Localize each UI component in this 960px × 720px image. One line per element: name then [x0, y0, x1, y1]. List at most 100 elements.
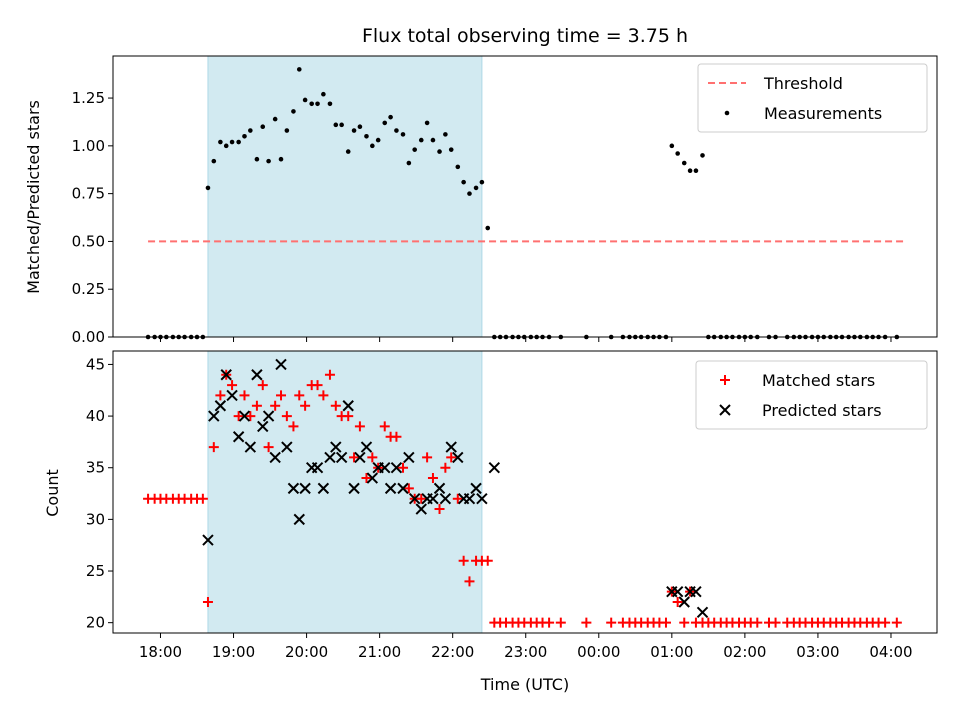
- matched-star-point: [354, 421, 365, 432]
- bottom-panel: 20 25 30 35 40 45 18:00 19:00 20:00 21:00 22:00 23:…: [43, 350, 938, 661]
- predicted-star-point: [208, 410, 220, 422]
- legend-label: Threshold: [763, 74, 843, 93]
- predicted-star-point: [348, 482, 360, 495]
- measurement-point: [309, 101, 314, 107]
- matched-star-point: [891, 617, 902, 628]
- observing-window-shade: [207, 56, 483, 337]
- matched-star-point: [452, 493, 463, 504]
- predicted-star-point: [330, 441, 342, 453]
- y-tick-label: 0.50: [72, 232, 105, 250]
- shade-rect: [207, 56, 482, 337]
- predicted-star-point: [220, 369, 232, 381]
- predicted-star-point: [415, 503, 427, 515]
- matched-star-point: [294, 390, 305, 401]
- measurement-point: [291, 109, 296, 114]
- matched-star-point: [270, 400, 281, 411]
- measurement-point: [370, 143, 375, 149]
- matched-star-point: [379, 421, 390, 432]
- matched-star-point: [202, 597, 213, 608]
- predicted-star-point: [366, 472, 379, 484]
- predicted-star-point: [311, 462, 324, 474]
- predicted-star-point: [232, 431, 245, 443]
- top-panel-axes: 0.00 0.25 0.50 0.75 1.00 1.25: [72, 55, 938, 346]
- matched-star-point: [245, 411, 256, 422]
- x-tick-label: 03:00: [796, 643, 839, 661]
- predicted-star-point: [244, 441, 257, 453]
- measurement-point: [437, 149, 442, 154]
- matched-star-point: [482, 555, 493, 566]
- y-tick-label: 0.00: [72, 328, 105, 346]
- predicted-star-point: [452, 451, 464, 464]
- predicted-star-point: [226, 389, 238, 402]
- predicted-star-point: [379, 462, 391, 474]
- legend-box: [695, 360, 928, 430]
- top-panel-legend: Threshold Measurements: [697, 63, 928, 133]
- measurement-point: [430, 137, 436, 143]
- measurement-point: [327, 101, 333, 107]
- matched-star-point: [770, 617, 781, 628]
- measurement-point: [284, 128, 290, 133]
- predicted-star-point: [403, 451, 415, 464]
- x-tick-label: 19:00: [212, 643, 255, 661]
- matched-star-point: [880, 617, 891, 628]
- measurement-point: [461, 179, 466, 185]
- matched-star-point: [440, 462, 451, 473]
- measurement-point: [681, 160, 687, 166]
- bottom-panel-legend: Matched stars Predicted stars: [695, 360, 928, 430]
- measurement-point: [302, 97, 308, 103]
- predicted-star-point: [690, 585, 702, 598]
- y-tick-label: 25: [86, 562, 105, 580]
- predicted-star-point: [696, 606, 709, 619]
- y-tick-label: 30: [86, 510, 105, 528]
- predicted-star-point: [360, 441, 373, 453]
- matched-star-point: [434, 504, 445, 515]
- matched-star-point: [215, 390, 226, 401]
- measurement-point: [455, 164, 461, 170]
- matched-star-point: [752, 617, 763, 628]
- measurement-point: [424, 120, 430, 126]
- matched-star-point: [312, 380, 323, 391]
- y-tick-label: 0.25: [72, 280, 105, 298]
- matched-star-point: [324, 369, 335, 380]
- predicted-star-point: [671, 585, 684, 598]
- x-tick-label: 20:00: [285, 643, 328, 661]
- matched-star-point: [660, 617, 671, 628]
- plot-frame: [112, 350, 938, 634]
- matched-star-point: [427, 473, 438, 484]
- matched-star-point: [257, 380, 268, 391]
- shade-rect: [207, 351, 482, 633]
- matched-star-point: [367, 452, 378, 463]
- matched-star-point: [672, 597, 683, 608]
- predicted-star-point: [275, 358, 287, 371]
- measurement-point: [266, 158, 271, 164]
- measurement-point: [485, 225, 491, 231]
- legend-label: Matched stars: [762, 371, 875, 390]
- matched-star-point: [343, 411, 354, 422]
- measurement-point: [473, 185, 479, 191]
- x-tick-label: 21:00: [358, 643, 401, 661]
- measurement-point: [669, 143, 675, 149]
- matched-star-point: [227, 380, 238, 391]
- observing-window-shade: [207, 351, 483, 633]
- matched-star-point: [361, 473, 372, 484]
- measurement-point: [236, 139, 241, 145]
- predicted-star-point: [384, 482, 397, 495]
- predicted-star-point: [678, 596, 690, 608]
- predicted-star-point: [317, 482, 330, 495]
- measurement-point: [687, 168, 693, 173]
- matched-star-point: [422, 452, 433, 463]
- measurement-point: [333, 122, 339, 128]
- matched-star-point: [679, 617, 690, 628]
- top-panel: 0.00 0.25 0.50 0.75 1.00 1.25 Matched/Predict…: [24, 55, 938, 346]
- legend-label: Predicted stars: [762, 401, 882, 420]
- measurement-point: [339, 122, 344, 128]
- measurement-point: [394, 128, 399, 133]
- predicted-star-point: [488, 462, 501, 474]
- y-tick-label: 1.00: [72, 137, 105, 155]
- predicted-star-point: [354, 451, 366, 464]
- legend-label: Measurements: [764, 104, 882, 123]
- y-tick-label: 20: [86, 614, 105, 632]
- matched-star-point: [330, 400, 341, 411]
- measurement-point: [211, 158, 217, 164]
- x-axis-label: Time (UTC): [480, 675, 569, 694]
